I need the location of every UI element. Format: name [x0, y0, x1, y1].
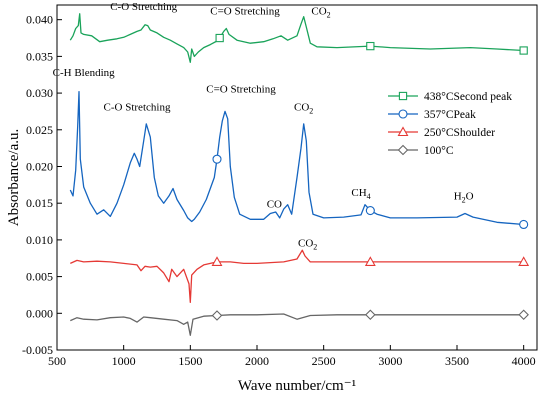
x-tick-label: 1000 [112, 354, 136, 368]
peak-annotation: C-O Stretching [104, 102, 171, 114]
y-tick-label: 0.030 [26, 86, 53, 100]
series-1 [69, 13, 528, 63]
series-marker [215, 33, 224, 43]
legend: 438°CSecond peak 357°CPeak 250°CShoulder 10… [388, 91, 512, 157]
y-tick-label: 0.015 [26, 196, 53, 210]
legend-item: 250°CShoulder [388, 126, 495, 139]
y-axis-label: Absorbance/a.u. [6, 129, 22, 226]
series-line [69, 13, 524, 63]
x-tick-label: 3000 [378, 354, 402, 368]
peak-annotation: CO2 [298, 238, 317, 252]
y-tick-label: 0.005 [26, 270, 53, 284]
peak-annotation: C-O Stretching [110, 1, 177, 13]
annotations: C-O Stretching C=O Stretching CO2 C-H Blend… [53, 1, 474, 251]
series-group [69, 13, 530, 336]
series-marker [518, 309, 529, 321]
peak-annotation: C=O Stretching [206, 83, 276, 95]
series-marker [365, 309, 376, 321]
series-marker [519, 219, 529, 230]
legend-label: 438°CSecond peak [424, 91, 512, 103]
axes: 500 1000 1500 2000 2500 3000 3500 4000 -0.005 0.0… [22, 4, 538, 368]
peak-annotation: CO2 [294, 102, 313, 116]
peak-annotation: C=O Stretching [210, 6, 280, 18]
y-tick-label: 0.010 [26, 233, 53, 247]
x-tick-label: 500 [48, 354, 66, 368]
legend-label: 250°CShoulder [424, 127, 495, 139]
x-tick-label: 4000 [512, 354, 536, 368]
series-3 [70, 249, 530, 303]
y-tick-label: 0.000 [26, 306, 53, 320]
peak-annotation: CO [267, 199, 282, 211]
series-marker [397, 126, 409, 137]
x-tick-label: 2000 [245, 354, 269, 368]
y-tick-label: -0.005 [22, 343, 53, 357]
series-marker [211, 310, 223, 321]
series-line [70, 313, 524, 336]
y-tick-label: 0.020 [26, 159, 53, 173]
peak-annotation: CO2 [311, 6, 330, 20]
x-tick-label: 2500 [312, 354, 336, 368]
series-marker [518, 256, 530, 266]
peak-annotation: H2O [454, 191, 474, 205]
series-marker [365, 205, 375, 216]
series-marker [397, 144, 409, 156]
legend-item: 100°C [388, 144, 454, 157]
y-tick-label: 0.040 [26, 13, 53, 27]
series-marker [398, 109, 408, 119]
x-axis-label: Wave number/cm⁻¹ [238, 378, 356, 394]
series-marker [398, 91, 408, 101]
plot-frame [56, 4, 538, 351]
series-marker [211, 256, 223, 266]
series-marker [364, 256, 376, 266]
y-tick-label: 0.025 [26, 123, 53, 137]
legend-label: 357°CPeak [424, 109, 476, 121]
series-marker [212, 154, 222, 164]
y-tick-label: 0.035 [26, 49, 53, 63]
series-4 [70, 309, 529, 336]
series-marker [519, 46, 528, 55]
series-line [70, 249, 524, 303]
peak-annotation: CH4 [351, 187, 370, 201]
legend-item: 357°CPeak [388, 109, 476, 121]
x-tick-label: 1500 [178, 354, 202, 368]
x-tick-label: 3500 [445, 354, 469, 368]
series-marker [366, 41, 375, 51]
legend-label: 100°C [424, 145, 454, 157]
series-line [69, 90, 524, 226]
legend-item: 438°CSecond peak [388, 91, 512, 103]
peak-annotation: C-H Blending [53, 67, 116, 79]
series-2 [69, 90, 529, 230]
